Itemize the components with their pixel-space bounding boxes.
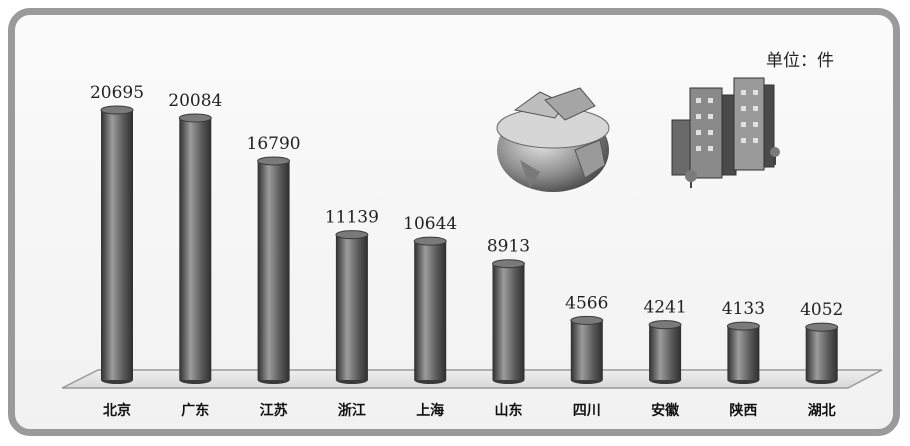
buildings-icon <box>671 77 780 188</box>
category-label: 山东 <box>495 402 523 419</box>
globe-money-icon <box>496 87 610 192</box>
category-label: 江苏 <box>260 402 288 419</box>
bar <box>178 113 212 384</box>
bar <box>805 322 839 384</box>
category-labels: 北京 广东 江苏 浙江 上海 山东 四川 安徽 陕西 湖北 <box>103 402 836 419</box>
category-label: 浙江 <box>338 402 366 419</box>
bar-value-label: 20695 <box>90 83 144 103</box>
bar <box>648 320 682 384</box>
category-label: 广东 <box>181 402 209 419</box>
bar-value-label: 4241 <box>643 298 686 318</box>
bar-value-label: 4566 <box>565 293 608 313</box>
category-label: 湖北 <box>808 403 836 419</box>
bar-value-label: 11139 <box>325 208 379 228</box>
bar-value-label: 4052 <box>800 300 843 320</box>
category-label: 安徽 <box>651 402 680 419</box>
bar <box>413 236 447 384</box>
bar <box>492 259 525 384</box>
bar-value-label: 16790 <box>247 134 301 154</box>
category-label: 上海 <box>416 402 444 419</box>
bar-value-label: 8913 <box>487 237 530 257</box>
category-label: 北京 <box>103 402 131 419</box>
bar <box>726 321 760 384</box>
bar-series <box>100 105 839 384</box>
value-labels: 20695 20084 16790 11139 10644 8913 4566 4241 413… <box>90 83 843 320</box>
bar-value-label: 20084 <box>168 91 222 111</box>
bar <box>570 315 604 384</box>
category-label: 陕西 <box>729 402 757 419</box>
bar <box>335 230 369 384</box>
bar <box>257 156 291 384</box>
bar-value-label: 10644 <box>403 214 457 234</box>
unit-label: 单位：件 <box>766 51 834 71</box>
bar <box>100 105 134 384</box>
bar-value-label: 4133 <box>722 299 765 319</box>
category-label: 四川 <box>573 403 601 419</box>
